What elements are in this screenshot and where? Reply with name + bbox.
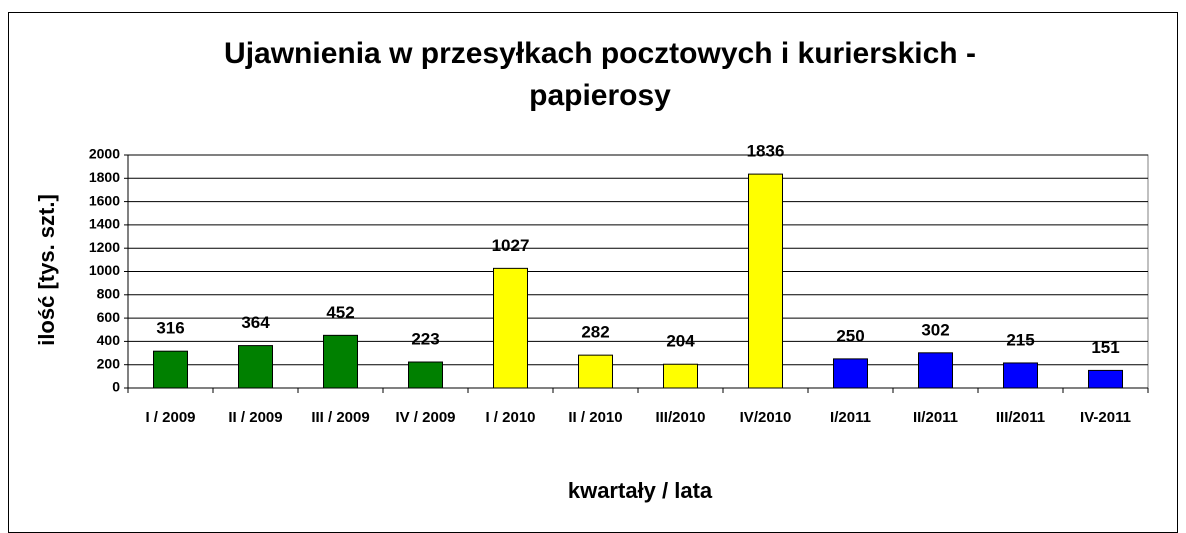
data-label: 1027: [492, 236, 530, 255]
bar: [493, 267, 528, 389]
bar: [663, 363, 698, 389]
y-tick-label: 1800: [89, 169, 120, 185]
bar: [408, 361, 443, 389]
x-tick-label: I/2011: [830, 409, 871, 426]
data-label: 282: [581, 323, 609, 342]
y-tick-label: 2000: [89, 146, 120, 162]
data-label: 364: [241, 313, 270, 332]
data-label: 151: [1091, 338, 1119, 357]
x-tick-label: IV/2010: [740, 409, 792, 426]
y-axis-title: ilość [tys. szt.]: [34, 194, 59, 346]
x-tick-label: I / 2009: [145, 409, 195, 426]
x-tick-label: III / 2009: [311, 409, 369, 426]
x-tick-label: I / 2010: [485, 409, 535, 426]
bar: [153, 350, 188, 389]
bar: [323, 334, 358, 389]
x-tick-label: III/2011: [996, 409, 1045, 426]
x-tick-label: II/2011: [913, 409, 958, 426]
data-label: 316: [156, 319, 184, 338]
x-tick-label: II / 2009: [228, 409, 282, 426]
data-label: 215: [1006, 330, 1034, 349]
chart-title: Ujawnienia w przesyłkach pocztowych i ku…: [224, 37, 976, 112]
y-tick-label: 200: [97, 355, 121, 371]
y-tick-label: 1600: [89, 192, 120, 208]
x-axis-title: kwartały / lata: [568, 478, 713, 503]
x-tick-label: IV / 2009: [395, 409, 455, 426]
data-label: 452: [326, 303, 354, 322]
x-tick-label: IV-2011: [1080, 409, 1131, 426]
bar: [1003, 362, 1038, 389]
data-label: 250: [836, 326, 864, 345]
bar: [238, 345, 273, 389]
y-tick-label: 1000: [89, 262, 120, 278]
y-tick-label: 1400: [89, 216, 120, 232]
bar: [748, 173, 783, 389]
data-label: 1836: [747, 142, 785, 161]
y-tick-label: 800: [97, 286, 121, 302]
data-label: 204: [666, 332, 695, 351]
y-tick-label: 0: [112, 379, 120, 395]
bar: [833, 358, 868, 389]
x-tick-label: III/2010: [655, 409, 705, 426]
data-label: 302: [921, 320, 949, 339]
y-tick-label: 600: [97, 309, 121, 325]
bar: [578, 354, 613, 389]
bar: [918, 352, 953, 389]
y-tick-label: 1200: [89, 239, 120, 255]
y-tick-label: 400: [97, 332, 121, 348]
data-label: 223: [411, 330, 439, 349]
bar: [1088, 369, 1123, 389]
x-tick-label: II / 2010: [568, 409, 622, 426]
